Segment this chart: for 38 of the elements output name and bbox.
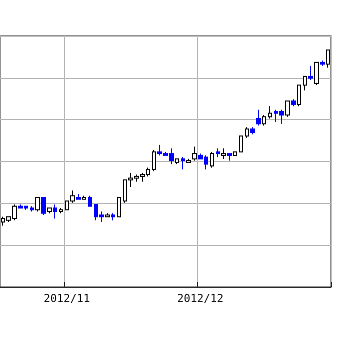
candlestick <box>35 196 40 212</box>
candlestick <box>245 126 249 138</box>
candlestick <box>285 100 290 118</box>
candlestick <box>47 208 52 214</box>
candlestick <box>314 62 319 86</box>
candlestick <box>88 195 92 207</box>
candlestick <box>152 150 156 172</box>
candlestick <box>175 158 179 165</box>
candlestick <box>76 193 81 200</box>
candlestick <box>30 206 34 212</box>
candlestick <box>186 158 191 163</box>
candlestick <box>239 136 243 152</box>
candlestick <box>210 151 214 168</box>
candlestick <box>111 212 115 221</box>
candlestick <box>53 204 57 220</box>
candlestick <box>117 196 121 218</box>
candlestick <box>221 148 226 160</box>
candlestick <box>59 208 63 214</box>
candlestick <box>105 212 110 218</box>
candlestick <box>233 151 237 156</box>
candlestick <box>308 65 313 80</box>
candlestick <box>320 60 325 66</box>
candlestick <box>82 195 86 200</box>
candlestick <box>250 126 255 135</box>
candlestick <box>262 114 266 126</box>
candlestick <box>303 76 307 91</box>
x-tick-label: 2012/12 <box>177 292 224 305</box>
x-tick-label: 2012/11 <box>44 292 90 305</box>
candlestick <box>291 98 296 107</box>
candlestick <box>326 50 330 68</box>
candlestick <box>227 153 232 162</box>
candlestick <box>216 148 220 158</box>
candlestick <box>41 196 46 216</box>
candlestick <box>181 156 185 170</box>
candlestick <box>297 84 301 107</box>
candlestick <box>268 106 272 119</box>
candlestick <box>256 109 261 126</box>
candlestick <box>192 146 197 162</box>
